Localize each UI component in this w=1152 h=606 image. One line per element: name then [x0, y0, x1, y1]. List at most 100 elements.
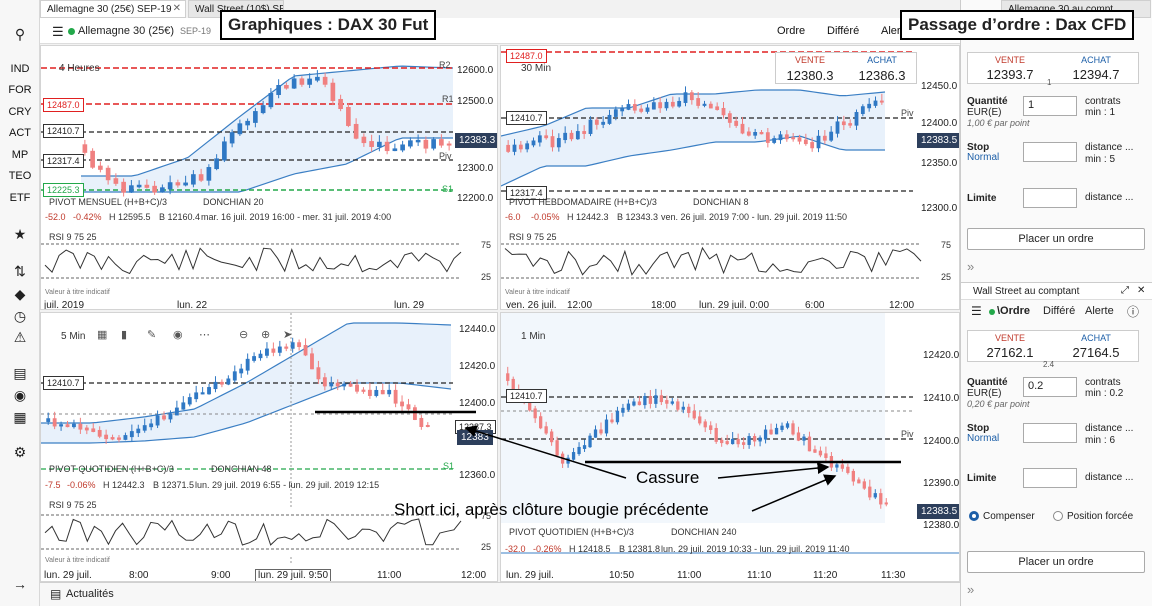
- chart-pane-30m[interactable]: 30 Min 12487.0 12410.7 12317.4 Piv 12383…: [500, 45, 960, 310]
- stop-input[interactable]: [1023, 423, 1077, 443]
- buy-price[interactable]: 12394.7: [1072, 67, 1120, 82]
- more-icon[interactable]: ⋯: [199, 329, 210, 341]
- buy-price[interactable]: 27164.5: [1072, 345, 1120, 360]
- quantity-input[interactable]: 0.2: [1023, 377, 1077, 397]
- candle: [780, 425, 784, 430]
- chart-pane-4h[interactable]: 4 Heures R2 R1 Piv S1 12487.0 12410.7 12…: [40, 45, 498, 310]
- candle: [174, 407, 179, 416]
- broadcast-icon[interactable]: ◉: [13, 387, 27, 403]
- sidebar-item-mp[interactable]: MP: [11, 149, 29, 161]
- order-button[interactable]: Ordre: [777, 25, 806, 37]
- candle: [377, 141, 382, 147]
- rsi-bg: [41, 509, 461, 555]
- tab-order[interactable]: \Ordre: [997, 305, 1031, 317]
- menu-icon[interactable]: ☰: [971, 304, 982, 318]
- zoom-out-icon[interactable]: ⊖: [239, 329, 249, 341]
- sidebar-item-for[interactable]: FOR: [8, 84, 32, 96]
- x-tick: 12:00: [889, 300, 915, 310]
- sell-price[interactable]: 12393.7: [986, 67, 1034, 82]
- alert-button[interactable]: Aler: [881, 25, 901, 37]
- news-icon[interactable]: ▤: [50, 587, 62, 601]
- chart-1m-canvas: [501, 313, 959, 554]
- candle: [835, 121, 840, 134]
- limit-input[interactable]: [1023, 188, 1077, 208]
- pencil-icon[interactable]: ✎: [147, 329, 157, 341]
- candle: [310, 353, 314, 370]
- star-icon[interactable]: ★: [13, 226, 27, 242]
- menu-icon[interactable]: ☰: [52, 24, 64, 39]
- place-order-button[interactable]: Placer un ordre: [967, 228, 1145, 250]
- candle: [867, 103, 872, 109]
- candle: [168, 413, 173, 420]
- tab-allemagne-30[interactable]: Allemagne 30 (25€) SEP-19 ✕: [40, 0, 186, 18]
- radio-position-forcee[interactable]: [1053, 511, 1063, 521]
- stop-mode-select[interactable]: Normal: [967, 152, 1000, 163]
- donchian-fill: [501, 90, 885, 186]
- cursor-icon[interactable]: ➤: [283, 329, 293, 341]
- stat-change: -52.0: [45, 212, 66, 222]
- candle: [879, 493, 883, 505]
- sidebar-item-act[interactable]: ACT: [9, 127, 31, 139]
- candle: [848, 123, 853, 126]
- zoom-in-icon[interactable]: ⊕: [261, 329, 271, 341]
- search-icon[interactable]: ⚲: [14, 26, 26, 42]
- stop-mode-select[interactable]: Normal: [967, 433, 1000, 444]
- tab-alert[interactable]: Alerte: [1085, 305, 1114, 317]
- place-order-button[interactable]: Placer un ordre: [967, 551, 1145, 573]
- candle: [129, 185, 134, 193]
- candle: [229, 132, 235, 144]
- radio-compenser[interactable]: [969, 511, 979, 521]
- rsi-label: RSI 9 75 25: [49, 500, 97, 510]
- candle: [873, 100, 878, 106]
- history-icon[interactable]: ◷: [13, 308, 27, 324]
- gear-icon[interactable]: ⚙: [13, 444, 27, 460]
- sell-price[interactable]: 27162.1: [986, 345, 1034, 360]
- expand-icon[interactable]: »: [967, 582, 975, 597]
- expand-icon[interactable]: ⤢: [1121, 285, 1129, 296]
- candle: [297, 342, 302, 348]
- candle: [330, 82, 336, 101]
- stop-label: Stop: [967, 142, 990, 153]
- news-icon[interactable]: ▤: [13, 365, 27, 381]
- candle: [506, 373, 510, 381]
- contract-label: SEP-19: [180, 26, 212, 36]
- chart-pane-5m[interactable]: 5 Min ▦ ▮ ✎ ◉ ⋯ ⊖ ⊕ ➤ 12410.7 12387.3 12…: [40, 312, 498, 582]
- sell-price[interactable]: 12380.3: [786, 68, 834, 83]
- candle: [549, 431, 554, 443]
- level-piv: Piv: [439, 151, 452, 161]
- indicator-icon[interactable]: ▦: [97, 329, 108, 341]
- info-icon[interactable]: ⓘ: [1127, 305, 1140, 319]
- y-tick: 12300.0: [921, 203, 958, 214]
- candle: [556, 138, 561, 148]
- limit-input[interactable]: [1023, 468, 1077, 488]
- ticket-quote: VENTE 27162.1 ACHAT 27164.5: [967, 330, 1139, 362]
- tag-icon[interactable]: ◆: [14, 286, 26, 302]
- candle: [862, 481, 866, 489]
- close-icon[interactable]: ✕: [172, 3, 181, 14]
- news-label[interactable]: Actualités: [66, 588, 114, 600]
- chart-pane-1m[interactable]: 1 Min 12410.7 Piv 12383.5 12420.0 12410.…: [500, 312, 960, 582]
- x-tick: juil. 2019: [44, 300, 85, 310]
- candle: [824, 453, 828, 459]
- collapse-arrow-icon[interactable]: →: [13, 576, 27, 592]
- donchian-lower: [41, 382, 452, 444]
- calendar-icon[interactable]: ▦: [13, 409, 27, 425]
- arrows-updown-icon[interactable]: ⇅: [14, 263, 26, 279]
- tab-deferred[interactable]: Différé: [1043, 305, 1076, 317]
- sidebar-item-cry[interactable]: CRY: [8, 106, 32, 118]
- expand-icon[interactable]: »: [967, 259, 975, 274]
- candle: [670, 401, 674, 404]
- sidebar-item-etf[interactable]: ETF: [9, 192, 31, 204]
- alert-icon[interactable]: ⚠: [13, 329, 27, 345]
- stop-input[interactable]: [1023, 142, 1077, 162]
- bar-chart-icon[interactable]: ▮: [121, 329, 128, 341]
- buy-price[interactable]: 12386.3: [858, 68, 906, 83]
- deferred-button[interactable]: Différé: [827, 25, 860, 37]
- sidebar-item-ind[interactable]: IND: [10, 63, 30, 75]
- eye-icon[interactable]: ◉: [173, 329, 183, 341]
- quantity-input[interactable]: 1: [1023, 96, 1077, 116]
- disclaimer: Valeur à titre indicatif: [505, 289, 570, 296]
- candle: [594, 119, 599, 125]
- close-icon[interactable]: ✕: [1137, 285, 1146, 296]
- sidebar-item-teo[interactable]: TEO: [8, 170, 32, 182]
